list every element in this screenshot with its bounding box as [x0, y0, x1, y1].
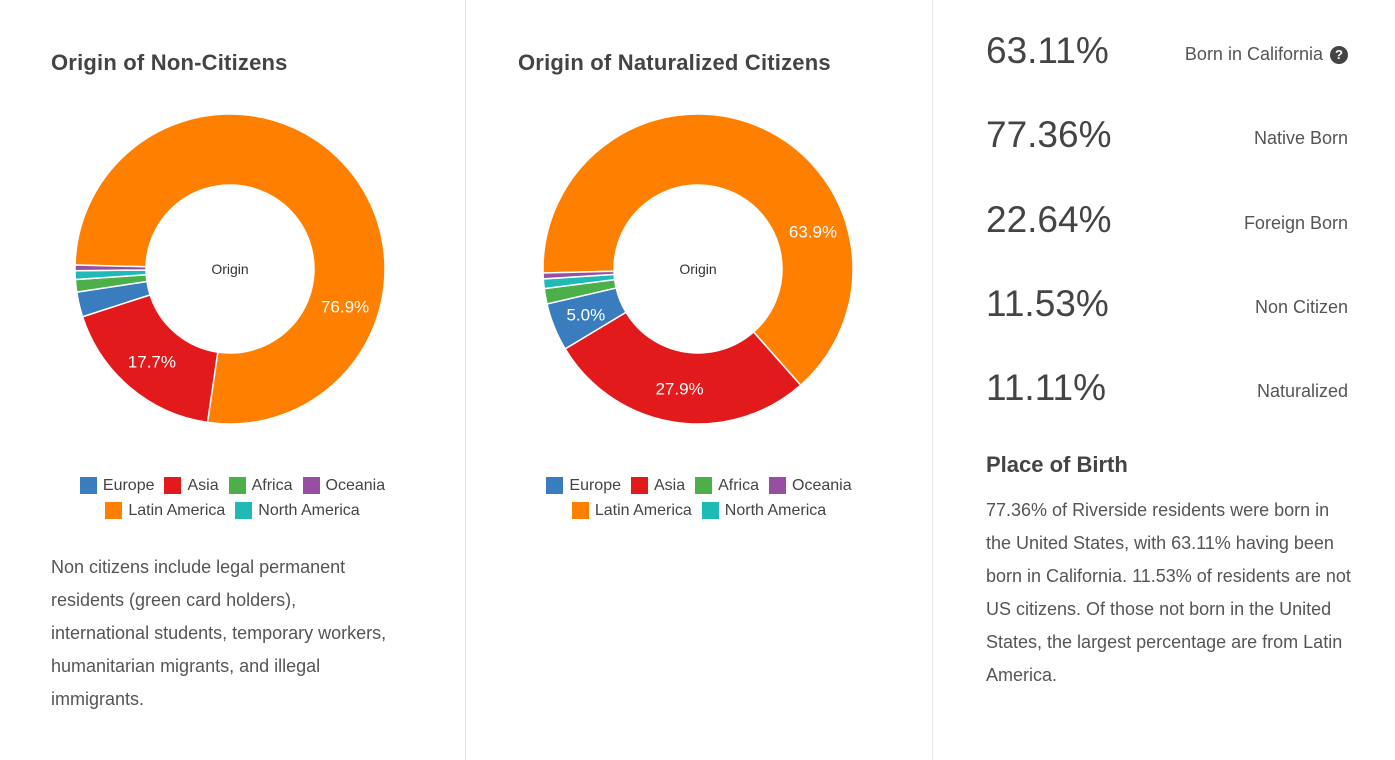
non-citizens-panel: Origin of Non-Citizens 76.9% 17.7% Origin … — [0, 0, 465, 760]
legend-swatch — [164, 477, 182, 494]
legend-swatch — [695, 477, 713, 494]
legend-label: Asia — [653, 476, 686, 494]
legend-swatch — [235, 502, 253, 519]
legend-swatch — [79, 477, 97, 494]
slice-latin-america[interactable] — [542, 113, 854, 387]
legend-item-oceania[interactable]: Oceania — [302, 476, 386, 495]
slice-value-label: 76.9% — [321, 298, 369, 317]
stat-label: Native Born — [1254, 128, 1348, 149]
slice-oceania[interactable] — [74, 264, 147, 272]
chart-legend: Europe Asia Africa Oceania Latin America… — [466, 473, 932, 523]
legend-label: Oceania — [325, 476, 386, 494]
legend-label: Africa — [251, 476, 293, 494]
place-of-birth-title: Place of Birth — [986, 452, 1128, 477]
legend-item-africa[interactable]: Africa — [228, 476, 293, 495]
legend-label: Africa — [718, 476, 760, 494]
legend-swatch — [701, 502, 719, 519]
legend-label: Asia — [187, 476, 219, 494]
legend-item-north-america[interactable]: North America — [701, 501, 827, 520]
birthplace-stats-panel: 63.11% Born in California ? 77.36% Nativ… — [932, 0, 1395, 760]
legend-swatch — [630, 477, 648, 494]
stat-naturalized: 11.11% Naturalized — [986, 367, 1348, 417]
non-citizens-note: Non citizens include legal permanent res… — [51, 557, 387, 709]
stat-label: Foreign Born — [1244, 213, 1348, 234]
naturalized-citizens-panel: Origin of Naturalized Citizens 63.9% 27.9… — [465, 0, 932, 760]
legend-item-oceania[interactable]: Oceania — [769, 477, 852, 495]
legend-swatch — [546, 477, 564, 494]
stat-native-born: 77.36% Native Born — [986, 114, 1348, 164]
chart-title: Origin of Non-Citizens — [51, 50, 288, 75]
stat-label-text: Born in California — [1184, 44, 1323, 64]
donut-center-label: Origin — [679, 261, 716, 277]
stat-label-text: Native Born — [1253, 128, 1348, 148]
stat-label: Naturalized — [1257, 381, 1348, 402]
stat-value: 77.36% — [986, 114, 1112, 155]
legend-label: Oceania — [792, 476, 852, 494]
help-icon[interactable]: ? — [1330, 45, 1348, 64]
legend-swatch — [105, 502, 123, 519]
legend-label: Latin America — [594, 501, 692, 519]
legend-swatch — [571, 502, 589, 519]
legend-row: Latin America North America — [466, 498, 932, 523]
slice-oceania[interactable] — [542, 270, 615, 280]
slice-asia[interactable] — [564, 311, 802, 425]
legend-item-latin-america[interactable]: Latin America — [571, 501, 692, 520]
legend-item-europe[interactable]: Europe — [546, 477, 621, 495]
slice-value-label: 63.9% — [789, 222, 837, 241]
legend-item-africa[interactable]: Africa — [695, 477, 759, 495]
legend-label: North America — [724, 501, 827, 519]
legend-item-north-america[interactable]: North America — [235, 501, 360, 520]
donut-center-label: Origin — [211, 261, 248, 277]
stat-label-text: Non Citizen — [1254, 297, 1348, 317]
legend-item-asia[interactable]: Asia — [164, 476, 219, 495]
stat-label: Non Citizen — [1255, 297, 1348, 318]
slice-value-label: 27.9% — [655, 380, 703, 399]
stat-born-in-california: 63.11% Born in California ? — [986, 30, 1348, 80]
stat-non-citizen: 11.53% Non Citizen — [986, 283, 1348, 333]
slice-value-label: 17.7% — [128, 352, 176, 371]
legend-label: North America — [258, 501, 360, 519]
legend-item-latin-america[interactable]: Latin America — [105, 502, 225, 520]
stat-value: 11.53% — [986, 283, 1109, 324]
legend-item-europe[interactable]: Europe — [79, 476, 155, 495]
legend-row: Europe Asia Africa Oceania — [466, 473, 932, 498]
stat-value: 11.11% — [986, 367, 1106, 408]
slice-latin-america[interactable] — [74, 113, 386, 425]
legend-item-asia[interactable]: Asia — [630, 476, 686, 495]
stat-value: 63.11% — [986, 30, 1109, 71]
stat-label-text: Naturalized — [1256, 381, 1348, 401]
slice-value-label: 5.0% — [566, 305, 605, 324]
legend-row: Latin America North America — [0, 498, 465, 523]
legend-label: Europe — [102, 476, 155, 494]
legend-row: Europe Asia Africa Oceania — [0, 473, 465, 498]
stat-foreign-born: 22.64% Foreign Born — [986, 199, 1348, 249]
non-citizens-donut-chart: 76.9% 17.7% Origin — [74, 113, 386, 425]
legend-swatch — [302, 477, 320, 494]
naturalized-citizens-donut-chart: 63.9% 27.9% 5.0% Origin — [542, 113, 854, 425]
legend-label: Latin America — [128, 501, 226, 519]
place-of-birth-text: 77.36% of Riverside residents were born … — [986, 500, 1351, 685]
legend-label: Europe — [569, 476, 621, 494]
legend-swatch — [228, 477, 246, 494]
stat-value: 22.64% — [986, 199, 1112, 240]
chart-title: Origin of Naturalized Citizens — [518, 50, 831, 75]
stat-label: Born in California ? — [1185, 44, 1348, 65]
stat-label-text: Foreign Born — [1243, 213, 1348, 233]
legend-swatch — [769, 477, 787, 494]
chart-legend: Europe Asia Africa Oceania Latin America… — [0, 473, 465, 523]
